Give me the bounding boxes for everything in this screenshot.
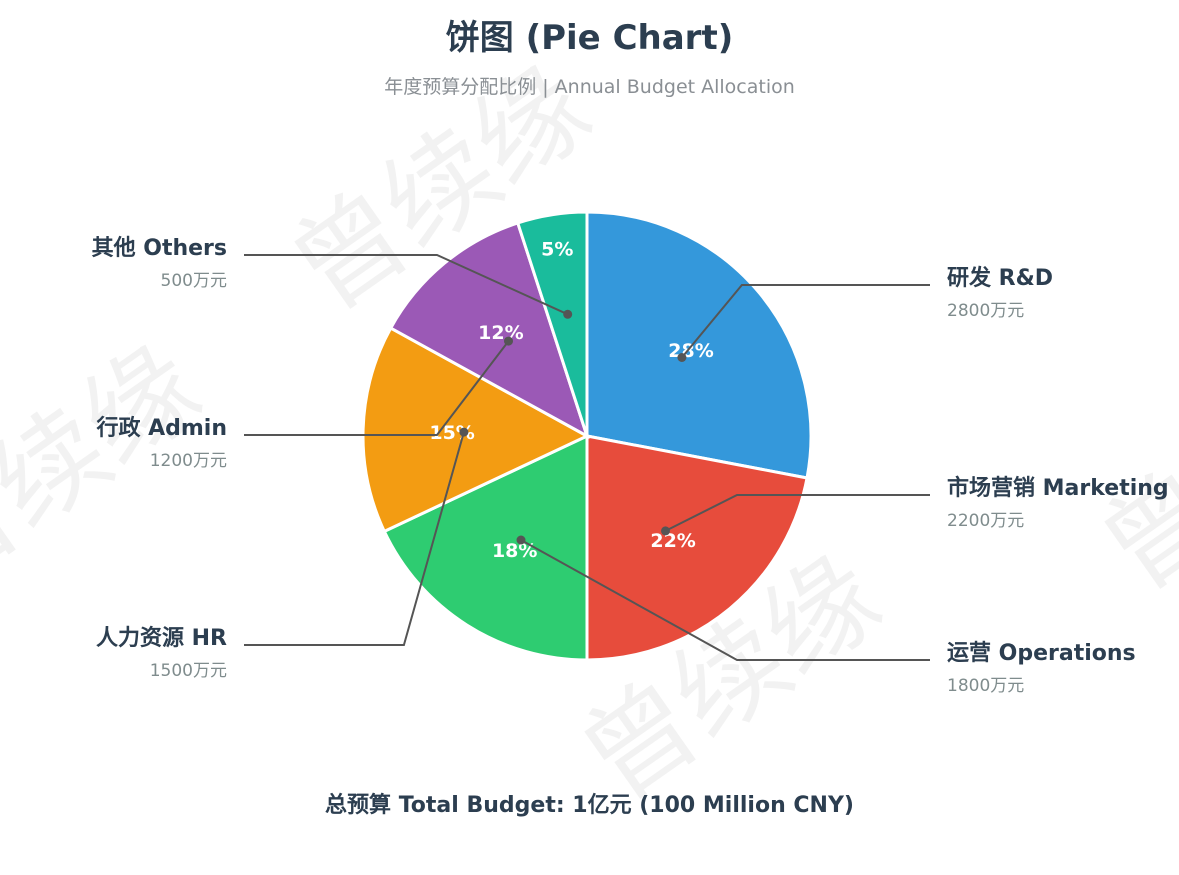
- pie-slice-operations: [382, 433, 589, 662]
- category-value-hr: 1500万元: [150, 661, 227, 681]
- category-value-admin: 1200万元: [150, 451, 227, 471]
- slice-percent-hr: 15%: [429, 422, 474, 444]
- category-name-marketing: 市场营销 Marketing: [947, 475, 1169, 501]
- category-name-hr: 人力资源 HR: [96, 626, 227, 651]
- leader-line-others: [244, 254, 569, 316]
- slice-percent-marketing: 22%: [650, 530, 695, 552]
- category-name-operations: 运营 Operations: [947, 641, 1136, 666]
- leader-dot-others: [563, 309, 573, 319]
- slice-percent-operations: 18%: [492, 540, 537, 562]
- category-value-others: 500万元: [161, 271, 227, 291]
- leader-dot-hr: [459, 427, 469, 437]
- leader-line-rd: [681, 284, 930, 359]
- leader-line-admin: [244, 340, 510, 436]
- slice-percent-admin: 12%: [478, 322, 523, 344]
- pie-slice-marketing: [585, 434, 809, 662]
- pie-slice-hr: [361, 326, 591, 534]
- category-name-rd: 研发 R&D: [947, 265, 1053, 291]
- category-value-operations: 1800万元: [947, 676, 1024, 696]
- leader-dot-operations: [516, 535, 526, 545]
- chart-subtitle: 年度预算分配比例 | Annual Budget Allocation: [384, 76, 795, 98]
- leader-line-operations: [520, 539, 930, 661]
- total-budget: 总预算 Total Budget: 1亿元 (100 Million CNY): [325, 793, 854, 818]
- slice-percent-others: 5%: [541, 238, 573, 260]
- slice-percent-rd: 28%: [668, 340, 713, 362]
- leader-line-marketing: [665, 494, 930, 532]
- category-name-admin: 行政 Admin: [95, 415, 227, 441]
- leader-dot-admin: [504, 336, 513, 346]
- pie-slice-rd: [585, 210, 813, 480]
- category-value-rd: 2800万元: [947, 301, 1024, 321]
- leader-dot-marketing: [661, 526, 670, 536]
- pie-slice-others: [515, 210, 589, 437]
- pie-slice-admin: [388, 221, 590, 440]
- category-value-marketing: 2200万元: [947, 511, 1024, 531]
- chart-title: 饼图 (Pie Chart): [445, 18, 734, 58]
- leader-dot-rd: [677, 353, 687, 362]
- category-name-others: 其他 Others: [92, 236, 227, 261]
- leader-line-hr: [244, 431, 465, 646]
